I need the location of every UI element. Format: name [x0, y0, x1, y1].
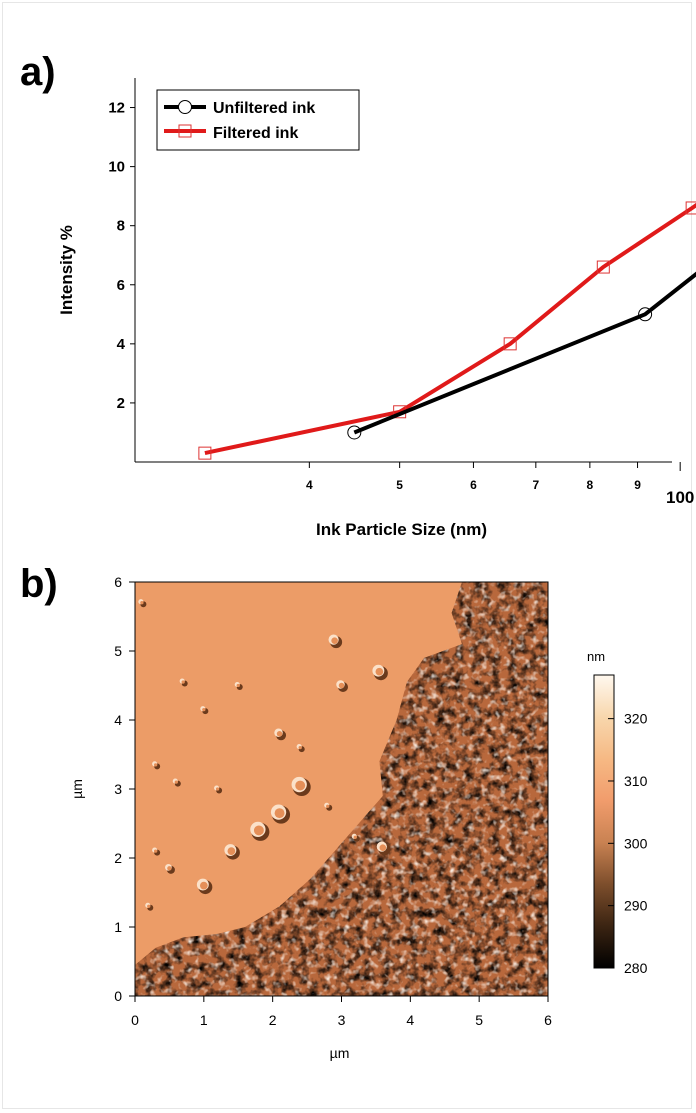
panel-a-label: a): [20, 50, 56, 94]
particle-core: [276, 731, 283, 737]
x-tick-label: 6: [470, 478, 477, 492]
legend-marker-filtered: [178, 124, 192, 138]
particle-core: [202, 708, 206, 712]
x-tick-label: 5: [396, 478, 403, 492]
particle-core: [181, 680, 185, 684]
x-tick-label: 0: [131, 1012, 139, 1028]
x-tick-label: 8: [587, 478, 594, 492]
legend-box: [156, 89, 360, 151]
particle-core: [274, 808, 285, 819]
afm-image: [135, 582, 548, 996]
y-axis-label: µm: [69, 779, 85, 799]
data-point-filtered: [596, 260, 610, 274]
particle-core: [375, 667, 384, 676]
particle-core: [326, 804, 330, 808]
particle-core: [147, 904, 151, 908]
colorbar-tick-label: 280: [624, 960, 648, 976]
y-tick-label: 6: [114, 574, 122, 590]
y-tick-label: 6: [117, 277, 125, 294]
y-tick-label: 4: [114, 712, 122, 728]
x-tick-label: 100: [666, 488, 694, 507]
panel-b-label: b): [20, 562, 58, 606]
colorbar-gradient: [593, 674, 615, 969]
y-axis-label: Intensity %: [57, 225, 76, 315]
particle-core: [338, 682, 345, 689]
colorbar-label: nm: [587, 649, 605, 664]
chart-a-legend: Unfiltered ink Filtered ink: [156, 89, 360, 151]
particle-core: [353, 835, 357, 839]
y-tick-label: 4: [117, 336, 126, 353]
x-tick-label: 9: [634, 478, 641, 492]
data-point-unfiltered: [347, 425, 362, 440]
y-tick-label: 5: [114, 643, 122, 659]
colorbar-tick-label: 320: [624, 711, 648, 727]
y-tick-label: 2: [117, 395, 125, 412]
particle-core: [215, 787, 220, 791]
particle-core: [140, 601, 144, 605]
y-tick-label: 12: [108, 100, 125, 117]
colorbar: nm 280 290 300 310 320: [587, 649, 648, 976]
legend-marker-unfiltered: [178, 100, 192, 114]
x-tick-label: 5: [475, 1012, 483, 1028]
particle-core: [174, 780, 178, 784]
particle-core: [154, 849, 158, 853]
particle-size-chart: 2468101245678910023456789Ink Particle Si…: [57, 78, 696, 539]
colorbar-tick-label: 300: [624, 835, 648, 851]
legend-label-unfiltered: Unfiltered ink: [213, 100, 315, 117]
y-tick-label: 1: [114, 919, 122, 935]
y-tick-label: 10: [108, 159, 125, 176]
particle-core: [379, 844, 387, 851]
particle-core: [253, 825, 264, 836]
particle-core: [227, 847, 236, 855]
particle-core: [298, 745, 302, 750]
chart-b-axes: 0 1 2 3 4 5 6 0 1 2 3 4 5 6 µm µm: [69, 574, 552, 1061]
x-tick-label: 2: [269, 1012, 277, 1028]
x-axis-label: Ink Particle Size (nm): [316, 520, 487, 539]
x-tick-label: 4: [306, 478, 313, 492]
x-axis-label: µm: [330, 1045, 350, 1061]
particle-core: [295, 780, 306, 791]
x-tick-label: 6: [544, 1012, 552, 1028]
x-tick-label: 3: [338, 1012, 346, 1028]
chart-a-axes: 2468101245678910023456789Ink Particle Si…: [57, 78, 694, 539]
particle-core: [331, 637, 338, 644]
data-point-filtered: [685, 201, 696, 215]
y-tick-label: 2: [114, 850, 122, 866]
x-tick-label: 4: [406, 1012, 414, 1028]
y-tick-label: 8: [117, 218, 125, 235]
particle-core: [199, 881, 208, 890]
x-tick-label: 1: [200, 1012, 208, 1028]
colorbar-tick-label: 310: [624, 773, 648, 789]
chart-a-series: [198, 201, 696, 460]
y-tick-label: 0: [114, 988, 122, 1004]
legend-label-filtered: Filtered ink: [213, 125, 298, 142]
particle-core: [236, 683, 240, 688]
colorbar-tick-label: 290: [624, 898, 648, 914]
particle-core: [154, 763, 158, 767]
data-point-unfiltered: [638, 307, 653, 322]
data-point-filtered: [503, 337, 517, 351]
y-tick-label: 3: [114, 781, 122, 797]
data-point-filtered: [198, 446, 212, 460]
x-tick-label: 7: [532, 478, 539, 492]
particle-core: [167, 866, 172, 871]
